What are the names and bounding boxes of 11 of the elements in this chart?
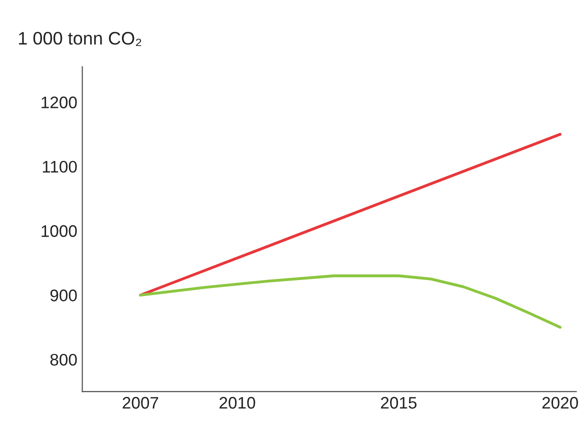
x-tick-label: 2010 xyxy=(220,396,256,409)
line-series xyxy=(139,274,562,329)
x-tick-label: 2020 xyxy=(542,396,578,409)
y-tick-label: 800 xyxy=(50,354,77,366)
x-tick-label: 2015 xyxy=(380,396,417,409)
x-tick-label: 2007 xyxy=(122,396,158,409)
y-tick-label: 1000 xyxy=(42,225,77,237)
y-axis-title: 1 000 tonn CO₂ xyxy=(19,32,142,46)
y-tick-label: 900 xyxy=(50,290,77,302)
y-tick-label: 1100 xyxy=(42,160,77,173)
y-tick-label: 1200 xyxy=(42,96,77,108)
